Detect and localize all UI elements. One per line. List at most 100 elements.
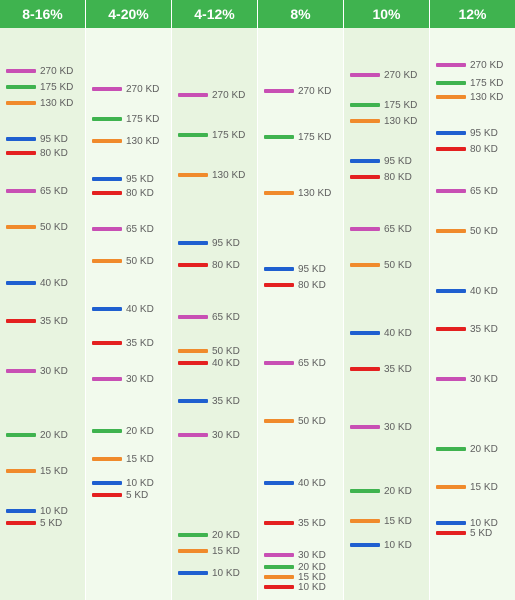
ladder-column: 4-20%270 KD175 KD130 KD95 KD80 KD65 KD50… bbox=[86, 0, 171, 600]
band-line bbox=[264, 575, 294, 579]
band-row: 65 KD bbox=[350, 224, 412, 234]
band-line bbox=[436, 289, 466, 293]
band-line bbox=[6, 433, 36, 437]
band-row: 95 KD bbox=[350, 156, 412, 166]
band-line bbox=[6, 509, 36, 513]
band-row: 10 KD bbox=[436, 518, 498, 528]
column-body: 270 KD175 KD130 KD95 KD80 KD65 KD50 KD40… bbox=[344, 28, 429, 600]
band-line bbox=[350, 519, 380, 523]
band-label: 20 KD bbox=[384, 486, 412, 497]
band-label: 15 KD bbox=[470, 482, 498, 493]
band-row: 95 KD bbox=[178, 238, 240, 248]
ladder-column: 10%270 KD175 KD130 KD95 KD80 KD65 KD50 K… bbox=[344, 0, 429, 600]
band-label: 50 KD bbox=[384, 260, 412, 271]
band-label: 30 KD bbox=[212, 430, 240, 441]
band-row: 40 KD bbox=[92, 304, 154, 314]
band-label: 15 KD bbox=[212, 546, 240, 557]
band-label: 80 KD bbox=[212, 260, 240, 271]
band-line bbox=[436, 229, 466, 233]
band-label: 15 KD bbox=[40, 466, 68, 477]
band-row: 30 KD bbox=[178, 430, 240, 440]
band-label: 10 KD bbox=[212, 568, 240, 579]
band-row: 130 KD bbox=[436, 92, 503, 102]
band-label: 65 KD bbox=[40, 186, 68, 197]
band-label: 80 KD bbox=[40, 148, 68, 159]
band-line bbox=[6, 369, 36, 373]
column-header: 4-12% bbox=[172, 0, 257, 28]
band-label: 80 KD bbox=[384, 172, 412, 183]
column-header: 12% bbox=[430, 0, 515, 28]
band-row: 40 KD bbox=[350, 328, 412, 338]
band-row: 10 KD bbox=[264, 582, 326, 592]
band-line bbox=[178, 93, 208, 97]
band-row: 50 KD bbox=[178, 346, 240, 356]
band-row: 40 KD bbox=[6, 278, 68, 288]
band-line bbox=[436, 521, 466, 525]
band-row: 175 KD bbox=[436, 78, 503, 88]
band-line bbox=[264, 267, 294, 271]
band-row: 20 KD bbox=[264, 562, 326, 572]
band-row: 20 KD bbox=[6, 430, 68, 440]
band-row: 30 KD bbox=[6, 366, 68, 376]
band-line bbox=[264, 585, 294, 589]
band-line bbox=[6, 189, 36, 193]
band-label: 50 KD bbox=[212, 346, 240, 357]
band-label: 175 KD bbox=[126, 114, 159, 125]
band-row: 65 KD bbox=[264, 358, 326, 368]
band-label: 15 KD bbox=[384, 516, 412, 527]
band-line bbox=[436, 81, 466, 85]
band-line bbox=[178, 533, 208, 537]
band-row: 35 KD bbox=[178, 396, 240, 406]
band-label: 270 KD bbox=[384, 70, 417, 81]
band-row: 130 KD bbox=[6, 98, 73, 108]
column-body: 270 KD175 KD130 KD95 KD80 KD65 KD50 KD40… bbox=[86, 28, 171, 600]
band-line bbox=[178, 571, 208, 575]
band-label: 65 KD bbox=[212, 312, 240, 323]
band-label: 40 KD bbox=[384, 328, 412, 339]
band-label: 5 KD bbox=[470, 528, 492, 539]
band-line bbox=[436, 531, 466, 535]
ladder-column: 4-12%270 KD175 KD130 KD95 KD80 KD65 KD50… bbox=[172, 0, 257, 600]
band-line bbox=[178, 399, 208, 403]
band-row: 20 KD bbox=[178, 530, 240, 540]
band-line bbox=[436, 189, 466, 193]
band-line bbox=[92, 377, 122, 381]
band-line bbox=[92, 493, 122, 497]
band-line bbox=[92, 87, 122, 91]
band-row: 5 KD bbox=[92, 490, 148, 500]
band-line bbox=[436, 447, 466, 451]
band-label: 50 KD bbox=[470, 226, 498, 237]
band-label: 130 KD bbox=[40, 98, 73, 109]
band-row: 270 KD bbox=[6, 66, 73, 76]
band-label: 95 KD bbox=[384, 156, 412, 167]
band-line bbox=[350, 543, 380, 547]
band-row: 270 KD bbox=[178, 90, 245, 100]
band-row: 35 KD bbox=[6, 316, 68, 326]
band-row: 40 KD bbox=[264, 478, 326, 488]
band-label: 50 KD bbox=[126, 256, 154, 267]
band-row: 130 KD bbox=[92, 136, 159, 146]
band-row: 95 KD bbox=[6, 134, 68, 144]
band-label: 175 KD bbox=[40, 82, 73, 93]
band-row: 80 KD bbox=[6, 148, 68, 158]
band-label: 130 KD bbox=[298, 188, 331, 199]
band-label: 35 KD bbox=[470, 324, 498, 335]
column-body: 270 KD175 KD130 KD95 KD80 KD65 KD50 KD40… bbox=[258, 28, 343, 600]
band-row: 130 KD bbox=[178, 170, 245, 180]
band-label: 270 KD bbox=[470, 60, 503, 71]
band-label: 270 KD bbox=[212, 90, 245, 101]
band-line bbox=[6, 225, 36, 229]
band-line bbox=[264, 191, 294, 195]
column-body: 270 KD175 KD130 KD95 KD80 KD65 KD50 KD40… bbox=[0, 28, 85, 600]
band-row: 175 KD bbox=[92, 114, 159, 124]
band-line bbox=[92, 307, 122, 311]
band-row: 95 KD bbox=[436, 128, 498, 138]
band-row: 65 KD bbox=[178, 312, 240, 322]
band-label: 30 KD bbox=[384, 422, 412, 433]
band-label: 35 KD bbox=[212, 396, 240, 407]
band-label: 80 KD bbox=[126, 188, 154, 199]
column-header: 10% bbox=[344, 0, 429, 28]
band-line bbox=[436, 147, 466, 151]
band-label: 270 KD bbox=[40, 66, 73, 77]
band-row: 80 KD bbox=[92, 188, 154, 198]
